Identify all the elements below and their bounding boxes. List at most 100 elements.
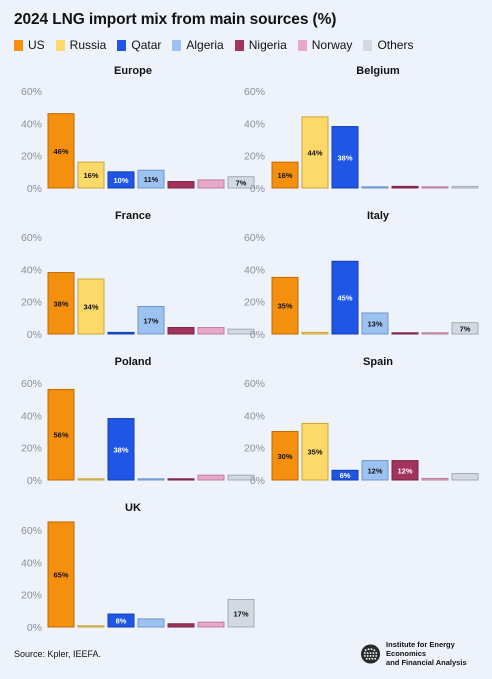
y-tick-label: 40% (244, 118, 265, 130)
bar-russia (301, 331, 329, 335)
y-tick-label: 20% (244, 151, 265, 163)
bar-nigeria (391, 332, 419, 335)
panel-title: UK (125, 502, 141, 514)
bar-qatar (107, 613, 135, 628)
bar-russia (77, 161, 105, 189)
y-tick-label: 20% (244, 443, 265, 455)
panel-france: France 0% 20% 40% 60% 38% 34% 17% (21, 210, 255, 341)
y-tick-label: 40% (21, 410, 42, 422)
y-tick-label: 0% (27, 329, 42, 341)
chart-title: 2024 LNG import mix from main sources (%… (14, 11, 337, 28)
y-tick-label: 40% (244, 264, 265, 276)
y-tick-label: 60% (244, 232, 265, 244)
bar-russia (77, 278, 105, 335)
y-tick-label: 0% (27, 475, 42, 487)
bar-norway (197, 474, 225, 481)
bar-label: 11% (144, 175, 159, 184)
bar-label: 16% (277, 171, 292, 180)
bar-us (47, 272, 75, 335)
legend-label: Russia (69, 38, 107, 52)
bar-label: 12% (367, 466, 382, 475)
bar-algeria (361, 312, 389, 335)
y-tick-label: 0% (250, 329, 265, 341)
panel-title: Spain (363, 356, 393, 368)
bar-label: 38% (53, 299, 68, 308)
panel-title: Italy (367, 210, 390, 222)
legend-item-nigeria: Nigeria (234, 38, 287, 52)
legend-label: Algeria (186, 38, 224, 52)
bar-qatar (331, 260, 359, 335)
bar-norway (197, 327, 225, 335)
bar-others (451, 185, 479, 189)
y-tick-label: 60% (21, 232, 42, 244)
y-tick-label: 40% (21, 118, 42, 130)
bar-russia (301, 422, 329, 481)
panel-spain: Spain 0% 20% 40% 60% 30% 35% 6% 12% 12% (244, 356, 479, 487)
y-tick-label: 20% (21, 443, 42, 455)
legend-swatch (172, 39, 182, 51)
bar-norway (421, 332, 449, 335)
bar-others (227, 176, 255, 189)
panel-title: Poland (115, 356, 152, 368)
bar-label: 17% (143, 316, 158, 325)
bar-label: 17% (233, 609, 248, 618)
logo-line-2: and Financial Analysis (386, 658, 467, 667)
logo-line-1: Institute for Energy Economics (386, 640, 455, 658)
bar-algeria (137, 478, 165, 481)
bar-us (47, 521, 75, 628)
legend-item-russia: Russia (55, 38, 107, 52)
bar-others (451, 322, 479, 335)
bar-label: 34% (83, 303, 98, 312)
bar-label: 35% (307, 448, 322, 457)
bar-norway (197, 179, 225, 189)
panel-europe: Europe 0% 20% 40% 60% 46% 16% 10% 11% 7% (21, 65, 255, 195)
y-tick-label: 60% (244, 378, 265, 390)
bar-norway (421, 186, 449, 189)
bar-russia (77, 625, 105, 628)
bar-algeria (361, 460, 389, 481)
panel-poland: Poland 0% 20% 40% 60% 56% 38% (21, 356, 255, 487)
bar-others (227, 328, 255, 335)
bar-label: 7% (236, 178, 247, 187)
bar-label: 44% (307, 148, 322, 157)
bar-nigeria (391, 460, 419, 481)
bar-label: 8% (116, 617, 127, 626)
bar-qatar (107, 331, 135, 335)
bar-label: 45% (337, 294, 352, 303)
legend-swatch (297, 39, 307, 51)
bar-label: 10% (113, 176, 128, 185)
panel-italy: Italy 0% 20% 40% 60% 35% 45% 13% 7% (244, 210, 479, 341)
legend-label: Norway (311, 38, 353, 52)
legend-label: Others (377, 38, 414, 52)
bar-qatar (107, 418, 135, 481)
legend-label: Qatar (131, 38, 162, 52)
y-tick-label: 60% (244, 86, 265, 98)
bar-us (47, 113, 75, 189)
bar-russia (301, 116, 329, 189)
panel-title: Europe (114, 65, 152, 77)
bar-label: 56% (53, 431, 68, 440)
bar-label: 13% (367, 319, 382, 328)
bar-algeria (137, 169, 165, 189)
panel-belgium: Belgium 0% 20% 40% 60% 16% 44% 38% (244, 65, 479, 195)
bar-label: 35% (277, 302, 292, 311)
y-tick-label: 40% (244, 410, 265, 422)
ieefa-logo: Institute for Energy Economics and Finan… (360, 640, 492, 667)
bar-nigeria (167, 327, 195, 335)
globe-icon (360, 643, 381, 664)
bar-nigeria (391, 185, 419, 189)
legend-swatch (14, 39, 23, 51)
bar-label: 16% (83, 171, 98, 180)
y-tick-label: 60% (21, 525, 42, 537)
y-tick-label: 20% (21, 297, 42, 309)
bar-label: 12% (397, 466, 412, 475)
bar-label: 38% (337, 153, 352, 162)
legend-swatch (117, 39, 127, 51)
bar-others (451, 473, 479, 481)
bar-qatar (331, 469, 359, 481)
bar-norway (197, 621, 225, 628)
bar-others (227, 474, 255, 481)
y-tick-label: 0% (27, 183, 42, 195)
legend-swatch (234, 39, 244, 51)
source-note: Source: Kpler, IEEFA. (14, 649, 102, 659)
